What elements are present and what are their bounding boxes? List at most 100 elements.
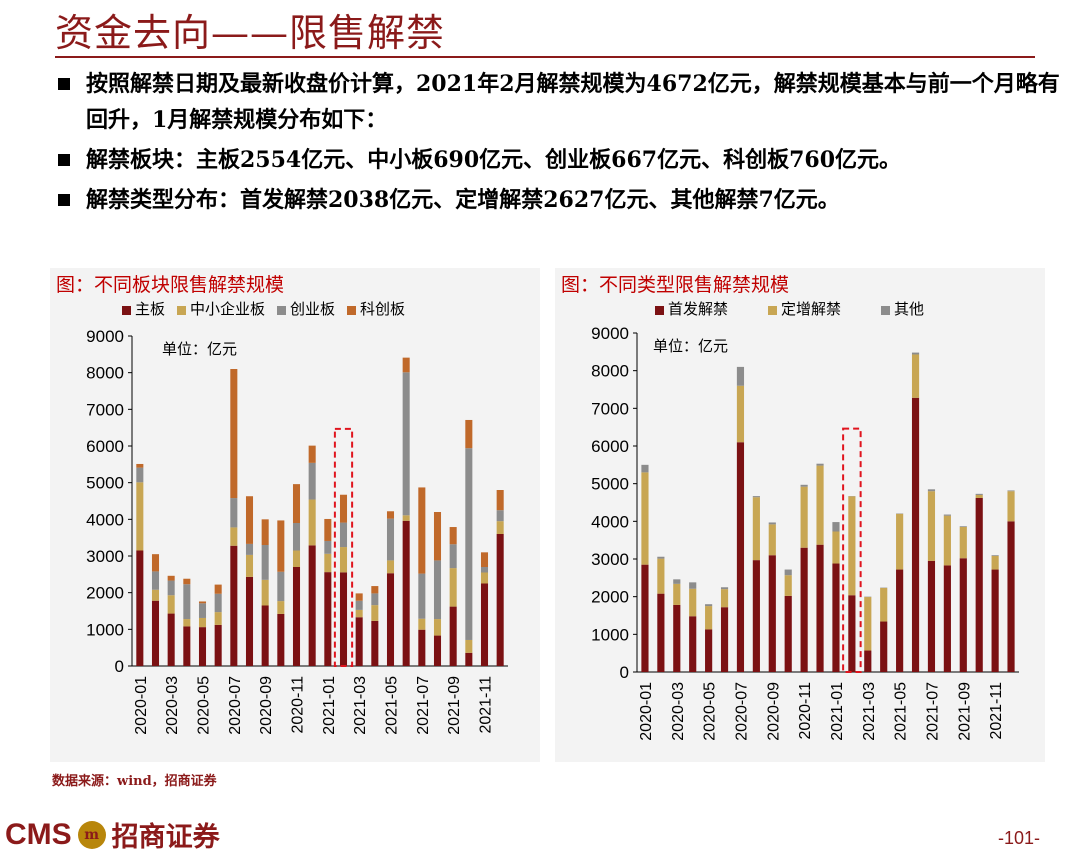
highlight-box [842,427,862,673]
bar-segment [848,595,856,672]
bar-segment [465,448,473,640]
bar-segment [816,465,824,545]
bar-segment [800,486,808,548]
x-tick-label: 2021-11 [988,682,1005,740]
chart-panel-board: 图：不同板块限售解禁规模 主板 中小企业板 创业板 科创板 0 1000 2000 3… [50,268,540,762]
bar-segment [657,556,665,559]
bar-segment [245,554,254,577]
bar-segment [927,560,936,672]
legend-item: 主板 [122,298,165,319]
bar-segment [927,489,936,492]
bar-segment [418,618,426,630]
bar-segment [136,463,144,468]
bar-segment [198,627,207,666]
x-tick-label: 2020-11 [797,682,814,740]
y-tick-label: 5000 [86,474,124,493]
bar-segment [896,569,904,672]
bar-segment [371,586,379,594]
bar-segment [736,366,745,386]
bar-segment [371,593,379,606]
bar-segment [959,526,967,527]
bar-segment [277,571,285,602]
bar-segment [975,497,983,672]
bar-segment [214,593,222,613]
bar-segment [752,497,760,561]
bar-segment [308,445,316,463]
y-tick-label: 2000 [86,584,124,603]
bar-segment [991,569,999,672]
x-tick-label: 2021-05 [384,676,401,735]
bar-segment [496,490,504,511]
chart-title: 图：不同板块限售解禁规模 [56,274,285,296]
legend-label: 中小企业板 [190,300,266,318]
legend-item: 首发解禁 [655,298,728,319]
legend-swatch-icon [277,305,287,315]
y-tick-label: 0 [115,657,124,676]
x-tick-label: 2021-09 [956,682,973,741]
bar-segment [277,601,285,614]
bullet-text: 解禁板块：主板2554亿元、中小板690亿元、创业板667亿元、科创板760亿元… [86,147,902,173]
bar-segment [433,619,442,636]
bar-segment [720,589,729,608]
bar-segment [277,613,285,666]
bar-segment [752,560,760,672]
bar-segment [433,560,442,620]
bar-segment [816,544,824,672]
bar-segment [245,576,254,666]
bar-segment [214,612,222,625]
legend-label: 创业板 [290,300,336,318]
y-tick-label: 7000 [591,399,629,418]
bar-segment [292,523,301,551]
bar-segment [784,569,792,576]
x-tick-label: 2020-11 [290,676,307,734]
x-tick-label: 2021-07 [924,682,941,741]
y-tick-label: 9000 [591,324,629,343]
x-tick-label: 2020-09 [258,676,275,735]
bar-segment [292,567,301,666]
bar-segment [433,512,442,561]
bar-segment [183,619,191,627]
bar-segment [308,462,316,500]
bar-segment [230,527,238,546]
bar-segment [418,487,426,574]
bar-segment [433,635,442,666]
page-title: 资金去向——限售解禁 [55,11,446,55]
bar-segment [880,588,888,622]
bar-segment [292,484,301,523]
bar-segment [198,601,207,604]
bar-segment [480,583,489,666]
bar-segment [324,518,332,541]
x-tick-label: 2021-01 [321,676,338,735]
bar-segment [277,520,285,572]
y-tick-label: 5000 [591,475,629,494]
x-tick-label: 2020-05 [702,682,719,741]
bar-segment [339,522,348,548]
bar-segment [720,607,729,672]
bar-segment [705,604,713,607]
bar-segment [911,354,920,398]
x-tick-label: 2021-07 [415,676,432,735]
x-tick-label: 2021-01 [829,682,846,741]
y-tick-label: 6000 [86,437,124,456]
y-tick-label: 3000 [86,547,124,566]
bar-segment [465,639,473,653]
bar-segment [261,545,269,580]
bar-segment [975,493,983,495]
bar-segment [136,482,144,551]
bar-segment [959,558,967,672]
logo-badge-icon: m [77,820,106,849]
bar-segment [449,527,457,545]
bar-segment [355,600,363,610]
bar-segment [136,550,144,666]
legend-item: 其他 [881,298,924,319]
x-tick-label: 2020-09 [765,682,782,741]
bar-segment [183,626,191,666]
y-tick-label: 2000 [591,588,629,607]
bar-segment [1007,491,1015,522]
bar-segment [136,467,144,483]
bar-segment [959,526,967,559]
legend-swatch-icon [881,305,891,315]
bar-segment [991,555,999,570]
y-tick-label: 1000 [86,620,124,639]
bullet-item: 解禁板块：主板2554亿元、中小板690亿元、创业板667亿元、科创板760亿元… [52,142,1062,178]
